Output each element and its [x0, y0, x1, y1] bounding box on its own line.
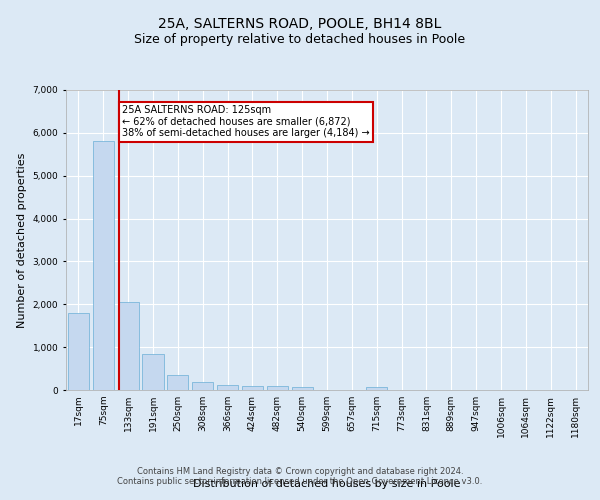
Bar	[93, 140, 114, 390]
Bar	[267, 386, 288, 390]
Text: Contains public sector information licensed under the Open Government Licence v3: Contains public sector information licen…	[118, 477, 482, 486]
Bar	[167, 375, 188, 390]
Text: 25A, SALTERNS ROAD, POOLE, BH14 8BL: 25A, SALTERNS ROAD, POOLE, BH14 8BL	[158, 18, 442, 32]
Bar	[118, 302, 139, 390]
X-axis label: Distribution of detached houses by size in Poole: Distribution of detached houses by size …	[193, 478, 461, 488]
Bar	[366, 387, 387, 390]
Bar	[242, 386, 263, 390]
Y-axis label: Number of detached properties: Number of detached properties	[17, 152, 27, 328]
Bar	[142, 354, 164, 390]
Bar	[192, 382, 213, 390]
Bar	[68, 313, 89, 390]
Text: Size of property relative to detached houses in Poole: Size of property relative to detached ho…	[134, 32, 466, 46]
Text: Contains HM Land Registry data © Crown copyright and database right 2024.: Contains HM Land Registry data © Crown c…	[137, 467, 463, 476]
Bar	[292, 386, 313, 390]
Bar	[217, 385, 238, 390]
Text: 25A SALTERNS ROAD: 125sqm
← 62% of detached houses are smaller (6,872)
38% of se: 25A SALTERNS ROAD: 125sqm ← 62% of detac…	[122, 105, 370, 138]
